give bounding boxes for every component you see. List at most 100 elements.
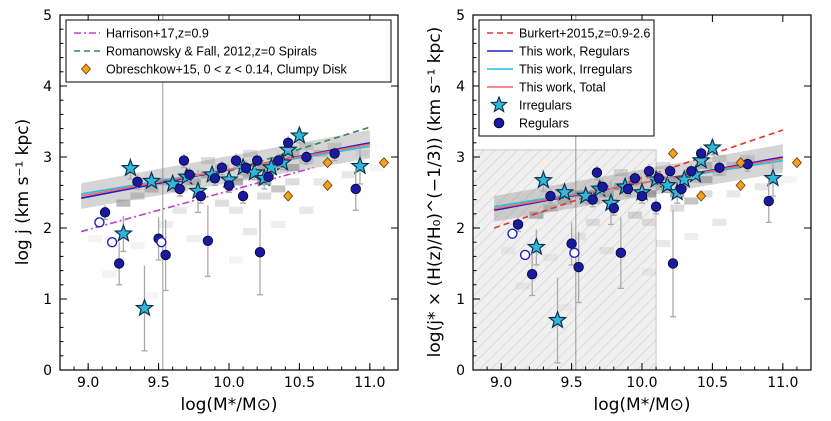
- legend-label: This work, Total: [519, 81, 606, 95]
- density-cell: [229, 206, 244, 214]
- regular-point: [160, 249, 171, 261]
- regular-open-point: [507, 228, 518, 239]
- legend-box: [65, 19, 392, 83]
- density-cell: [285, 164, 300, 172]
- legend-item: This work, Irregulars: [487, 63, 632, 77]
- irregular-point: [547, 310, 568, 329]
- regular-point: [301, 151, 312, 163]
- legend-circle-icon: [493, 117, 505, 129]
- y-tick-label: 1: [43, 292, 52, 308]
- density-cell: [599, 190, 614, 198]
- irregular-point: [702, 137, 723, 156]
- density-cell: [599, 247, 614, 255]
- regular-point: [254, 246, 266, 258]
- clumpy-disk-point: [322, 179, 333, 191]
- regular-point: [676, 183, 687, 195]
- regular-point: [350, 183, 361, 195]
- legend-label: Romanowsky & Fall, 2012,z=0 Spirals: [106, 45, 317, 59]
- legend-item: This work, Total: [487, 81, 606, 95]
- legend-box: [478, 19, 655, 137]
- density-cell: [355, 149, 370, 157]
- density-cell: [754, 183, 769, 191]
- plot-area: [80, 15, 389, 370]
- density-cell: [768, 161, 783, 170]
- clumpy-disk-point: [378, 157, 389, 169]
- density-cell: [642, 218, 657, 226]
- y-tick-label: 0: [43, 363, 52, 379]
- density-cell: [642, 268, 657, 276]
- x-tick-label: 9.5: [147, 375, 169, 391]
- regular-point: [99, 207, 111, 218]
- density-cell: [670, 204, 685, 212]
- right-chart-panel: 9.0 9.5 10.0 10.5 11.0 0 1 2 3 4 5 Burkert+2015,z=0…: [456, 8, 812, 391]
- regular-open-point: [156, 236, 167, 248]
- density-cell: [712, 154, 727, 162]
- irregular-point: [763, 168, 783, 187]
- legend-label: This work, Regulars: [519, 45, 629, 59]
- density-cell: [557, 303, 572, 312]
- regular-point: [174, 183, 185, 195]
- y-tick-label: 4: [43, 79, 52, 95]
- legend-item: Regulars: [493, 117, 569, 131]
- density-cell: [88, 235, 103, 243]
- density-cell: [501, 247, 516, 255]
- fit-line-romanowsky-fall-2012-z-0-spirals: [228, 126, 371, 172]
- regular-point: [526, 268, 538, 280]
- density-cell: [656, 161, 671, 170]
- clumpy-disk-point: [791, 157, 802, 169]
- legend-item: Harrison+17,z=0.9: [74, 27, 209, 41]
- density-cell: [642, 190, 657, 198]
- regular-point: [545, 190, 556, 202]
- regular-point: [223, 180, 235, 191]
- regular-point: [608, 202, 620, 214]
- x-tick-label: 11.0: [767, 375, 798, 391]
- regular-point: [113, 258, 125, 269]
- y-tick-label: 5: [43, 8, 52, 24]
- density-cell: [341, 171, 356, 179]
- y-tick-label: 2: [43, 221, 52, 237]
- density-cell: [200, 157, 215, 165]
- irregular-point: [576, 185, 596, 205]
- regular-point: [329, 148, 340, 159]
- regular-point: [714, 162, 725, 173]
- density-cell: [271, 220, 286, 228]
- density-cell: [299, 206, 314, 214]
- density-cell: [313, 178, 328, 186]
- y-tick-label: 2: [456, 221, 465, 237]
- y-tick-label: 0: [456, 363, 465, 379]
- series-obreschkow-15-0-z-0-14-clumpy-disk: [283, 157, 389, 202]
- left-x-axis-label: log(M*/M⊙): [181, 395, 278, 415]
- legend-diamond-icon: [80, 63, 92, 75]
- regular-point: [195, 190, 207, 202]
- regular-point: [132, 176, 143, 188]
- density-cell: [627, 211, 642, 219]
- density-cell: [144, 185, 159, 193]
- density-cell: [543, 254, 558, 262]
- regular-point: [643, 165, 655, 177]
- x-tick-label: 9.0: [490, 375, 512, 391]
- regular-point: [650, 201, 662, 212]
- density-cell: [529, 211, 544, 219]
- regular-point: [664, 165, 676, 177]
- left-y-axis-label: log j (km s⁻¹ kpc): [13, 119, 33, 266]
- regular-point: [573, 261, 584, 273]
- density-cell: [613, 169, 628, 177]
- legend-label: Obreschkow+15, 0 < z < 0.14, Clumpy Disk: [106, 63, 347, 77]
- regular-point: [763, 195, 774, 207]
- density-cell: [670, 176, 685, 184]
- series-regulars: [99, 135, 361, 296]
- regular-point: [587, 194, 598, 205]
- x-tick-label: 9.5: [560, 375, 582, 391]
- density-cell: [656, 183, 671, 191]
- legend-item: Irregulars: [489, 95, 572, 113]
- regular-point: [597, 181, 608, 193]
- x-tick-label: 11.0: [354, 375, 385, 391]
- density-cell: [102, 270, 117, 278]
- regular-open-point: [94, 217, 105, 228]
- density-cell: [130, 242, 145, 250]
- irregular-point: [526, 236, 547, 256]
- irregular-point: [141, 170, 162, 190]
- density-cell: [557, 197, 572, 205]
- irregular-point: [533, 170, 554, 189]
- legend-label: Burkert+2015,z=0.9-2.6: [519, 27, 650, 41]
